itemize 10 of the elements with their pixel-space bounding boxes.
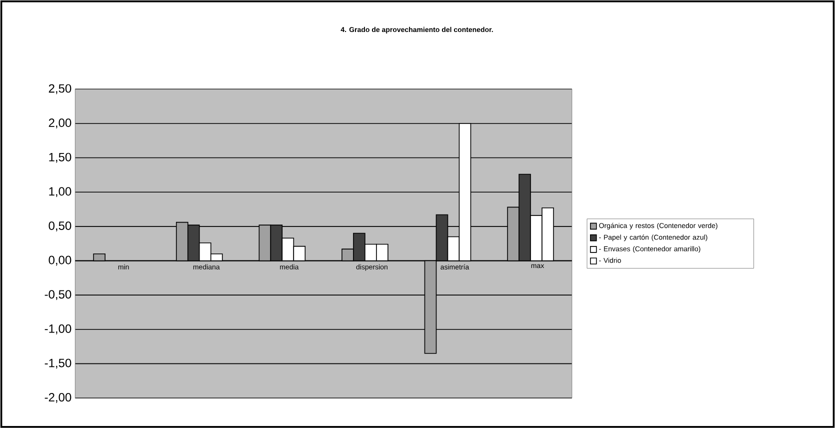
y-tick-label: 1,50 bbox=[49, 152, 72, 163]
y-tick-label: 0,50 bbox=[48, 221, 72, 232]
y-tick-label: -0,50 bbox=[44, 290, 72, 300]
y-tick-label: 2,00 bbox=[48, 118, 72, 128]
y-tick-label: -1,00 bbox=[44, 324, 72, 334]
y-tick-label: 0,00 bbox=[48, 256, 72, 266]
y-tick-label: -2,00 bbox=[44, 392, 72, 403]
y-tick-label: -1,50 bbox=[44, 358, 72, 369]
y-tick-label: 2,50 bbox=[48, 84, 72, 94]
y-tick-label: 1,00 bbox=[49, 187, 72, 197]
